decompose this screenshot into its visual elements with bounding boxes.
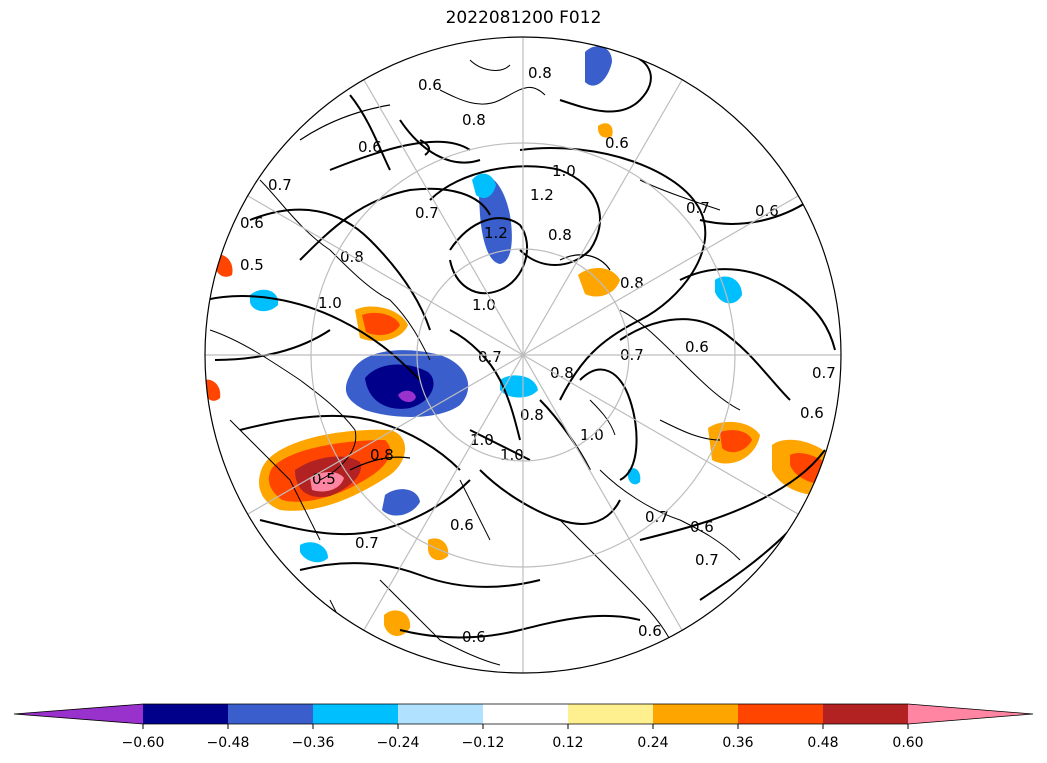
negative-anomaly-top: [585, 46, 612, 86]
contour-label: 1.0: [552, 162, 576, 180]
contour-label: 0.5: [240, 256, 264, 274]
colorbar-tick-label: 0.36: [722, 735, 753, 751]
contour-label: 0.8: [620, 274, 644, 292]
colorbar-segment: [313, 704, 398, 724]
negative-anomaly-north-edge: [472, 173, 496, 198]
contour-label: 0.7: [478, 348, 502, 366]
contour-label: 0.8: [550, 364, 574, 382]
shaded-anomaly-layer: [205, 46, 830, 636]
contour-label: 1.0: [472, 296, 496, 314]
colorbar-segment: [398, 704, 483, 724]
contour-label: 0.6: [418, 76, 442, 94]
colorbar-extend-min: [14, 704, 143, 724]
positive-anomaly-sw-peak: [310, 472, 344, 492]
contour-label: 0.6: [605, 134, 629, 152]
coastlines: [209, 59, 741, 666]
contour-label: 0.6: [462, 628, 486, 646]
negative-anomaly-inner: [398, 390, 416, 403]
contour-label: 0.8: [520, 406, 544, 424]
contour-labels: 0.8 0.6 0.8 0.6 0.6 1.0 1.2 0.7 0.8 1.2 …: [240, 64, 836, 646]
colorbar-tick-label: 0.12: [552, 735, 583, 751]
colorbar-segment: [653, 704, 738, 724]
negative-anomaly-sw-small: [300, 542, 328, 563]
contour-label: 0.8: [462, 111, 486, 129]
negative-anomaly-sw2: [382, 489, 420, 516]
colorbar-segment: [228, 704, 313, 724]
positive-anomaly-europe-core: [362, 312, 400, 336]
colorbar-segment: [738, 704, 823, 724]
contour-label: 0.6: [450, 516, 474, 534]
positive-anomaly-n-small: [598, 123, 613, 138]
colorbar-segment: [143, 704, 228, 724]
colorbar-tick-label: −0.36: [292, 735, 335, 751]
contour-label: 0.7: [645, 508, 669, 526]
contour-label: 0.8: [370, 446, 394, 464]
contour-label: 1.2: [484, 224, 508, 242]
contour-label: 0.6: [800, 404, 824, 422]
negative-anomaly-east-small: [715, 276, 742, 304]
colorbar-tick-label: 0.48: [807, 735, 838, 751]
contour-label: 0.6: [685, 338, 709, 356]
graticule: [205, 37, 841, 673]
contour-label: 1.0: [318, 294, 342, 312]
negative-anomaly-nw-small: [250, 289, 279, 312]
contour-label: 0.8: [528, 64, 552, 82]
contour-label: 0.7: [695, 551, 719, 569]
colorbar-extend-max: [908, 704, 1033, 724]
contour-label: 1.2: [530, 186, 554, 204]
colorbar-segment: [568, 704, 653, 724]
colorbar-tick-label: −0.60: [122, 735, 165, 751]
contour-label: 0.7: [415, 204, 439, 222]
contour-label: 0.7: [812, 364, 836, 382]
positive-anomaly-ne: [578, 268, 620, 297]
contour-label: 0.8: [548, 226, 572, 244]
contour-label: 0.5: [312, 470, 336, 488]
colorbar-segment: [823, 704, 908, 724]
map-title: 2022081200 F012: [445, 8, 602, 28]
contour-label: 0.6: [638, 622, 662, 640]
contour-label: 0.6: [358, 138, 382, 156]
contour-label: 0.7: [686, 199, 710, 217]
colorbar: −0.60 −0.48 −0.36 −0.24 −0.12 0.12 0.24 0.36 0.4…: [13, 703, 1034, 751]
negative-anomaly-e-small: [627, 468, 641, 485]
map-boundary: [204, 36, 842, 674]
colorbar-tick-label: −0.12: [462, 735, 505, 751]
colorbar-tick-label: −0.24: [377, 735, 420, 751]
map-disk-content: 0.8 0.6 0.8 0.6 0.6 1.0 1.2 0.7 0.8 1.2 …: [205, 46, 836, 666]
negative-anomaly-north: [478, 176, 512, 264]
thin-contours: [299, 104, 721, 471]
colorbar-tick-label: −0.48: [207, 735, 250, 751]
contour-label: 0.6: [755, 202, 779, 220]
colorbar-tick-label: 0.60: [892, 735, 923, 751]
contour-label: 0.6: [240, 214, 264, 232]
contour-label: 0.6: [690, 518, 714, 536]
positive-anomaly-south: [384, 610, 411, 636]
positive-anomaly-west-edge: [205, 379, 221, 401]
contour-label: 0.7: [355, 534, 379, 552]
positive-anomaly-east-core: [720, 430, 752, 453]
colorbar-segment: [483, 704, 568, 724]
negative-anomaly-center-small: [500, 375, 538, 398]
contour-label: 0.7: [268, 176, 292, 194]
colorbar-tick-label: 0.24: [637, 735, 668, 751]
contour-lines: [205, 54, 836, 639]
